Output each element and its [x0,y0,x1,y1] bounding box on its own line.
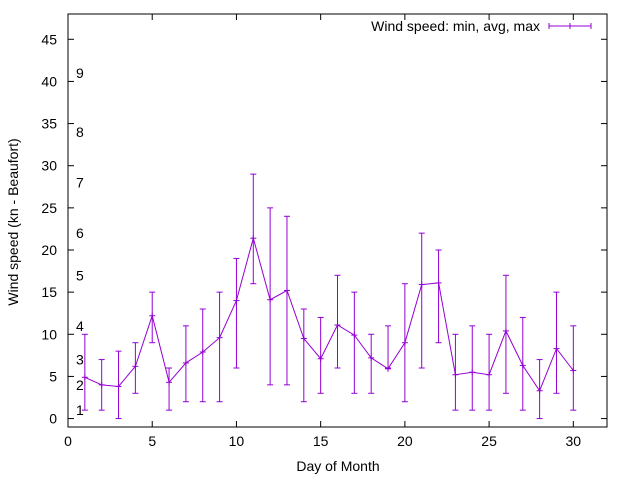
data-point [132,363,139,370]
data-point [435,279,442,286]
data-point [486,371,493,378]
annotation: 3 [76,352,84,368]
data-point [81,374,88,381]
y-tick-label: 40 [41,73,57,89]
y-tick-label: 5 [49,368,57,384]
data-point [267,296,274,303]
error-bar [334,274,341,369]
data-point [216,334,223,341]
data-point [418,281,425,288]
data-point [570,367,577,374]
y-tick-label: 15 [41,284,57,300]
annotation: 8 [76,124,84,140]
x-tick-label: 25 [481,433,497,449]
y-axis-label: Wind speed (kn - Beaufort) [5,138,21,305]
error-bar [216,291,223,403]
error-bar [385,325,392,369]
error-bar [469,325,476,411]
y-tick-label: 30 [41,158,57,174]
data-point [182,359,189,366]
error-bar [300,308,307,403]
x-axis: 0 5 10 15 20 25 30 [64,14,581,449]
data-point [536,387,543,394]
data-point [401,339,408,346]
x-tick-label: 10 [229,433,245,449]
data-point [300,335,307,342]
error-bar [502,274,509,394]
error-bar [283,215,290,386]
error-bar [199,308,206,403]
data-point [452,371,459,378]
y-tick-label: 35 [41,116,57,132]
x-tick-label: 0 [64,433,72,449]
y-tick-label: 0 [49,411,57,427]
annotation: 7 [76,175,84,191]
data-point [334,322,341,329]
error-bar [553,291,560,394]
annotation: 1 [76,402,84,418]
data-point [149,312,156,319]
data-point [233,297,240,304]
annotation: 2 [76,377,84,393]
plot-border [67,13,608,428]
error-bar [418,232,425,369]
data-point [519,362,526,369]
series-line [84,236,574,392]
x-tick-label: 15 [313,433,329,449]
error-bar [233,257,240,369]
error-bar [166,367,173,411]
data-point [166,379,173,386]
legend-sample [548,23,592,29]
data-point [98,381,105,388]
data-point [351,332,358,339]
data-point [368,354,375,361]
error-bar [317,316,324,394]
error-bar [250,173,257,285]
error-bar [351,291,358,394]
error-bar [267,207,274,386]
error-bar [368,333,375,394]
y-tick-label: 20 [41,242,57,258]
data-point [553,345,560,352]
data-point [199,348,206,355]
annotation: 6 [76,225,84,241]
data-point [502,327,509,334]
data-point [317,355,324,362]
error-bar [435,249,442,344]
annotation: 9 [76,65,84,81]
legend: Wind speed: min, avg, max [371,18,592,34]
data-point [115,383,122,390]
data-point [469,369,476,376]
beaufort-annotations: 1 2 3 4 5 6 7 8 9 [76,65,84,418]
data-point [283,287,290,294]
plot-frame [67,13,608,428]
y-tick-label: 10 [41,326,57,342]
x-tick-label: 20 [397,433,413,449]
error-bar [81,333,88,411]
x-axis-label: Day of Month [296,458,379,474]
annotation: 5 [76,267,84,283]
legend-label: Wind speed: min, avg, max [371,18,540,34]
y-tick-label: 45 [41,31,57,47]
data-point [250,235,257,242]
series-layer [81,173,577,420]
x-tick-label: 30 [566,433,582,449]
data-point [385,365,392,372]
x-tick-label: 5 [148,433,156,449]
annotation: 4 [76,318,84,334]
y-tick-label: 25 [41,200,57,216]
